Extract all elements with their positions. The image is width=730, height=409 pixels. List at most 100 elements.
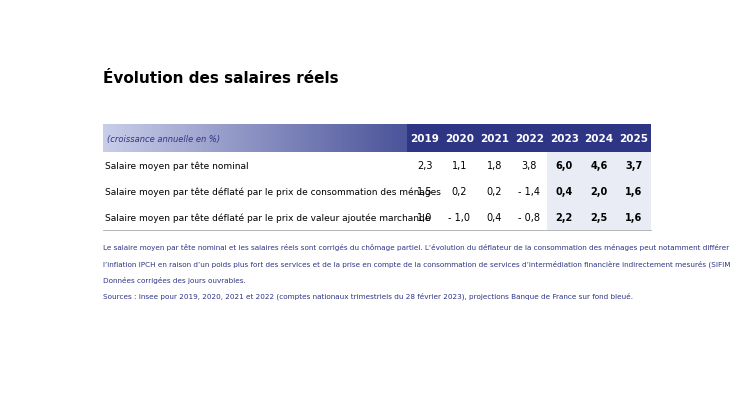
Bar [145,125,148,153]
Bar [404,125,407,153]
Bar [102,204,651,231]
Text: 2025: 2025 [619,134,648,144]
Text: 0,2: 0,2 [452,187,467,197]
Bar [194,125,198,153]
Bar [156,125,160,153]
Bar [129,125,133,153]
Bar [251,125,255,153]
Bar [285,125,289,153]
Bar [323,125,327,153]
Bar [224,125,228,153]
Text: l’inflation IPCH en raison d’un poids plus fort des services et de la prise en c: l’inflation IPCH en raison d’un poids pl… [102,259,730,267]
Bar [160,125,164,153]
Text: Le salaire moyen par tête nominal et les salaires réels sont corrigés du chômage: Le salaire moyen par tête nominal et les… [102,243,730,250]
Text: 2019: 2019 [410,134,439,144]
Text: 2022: 2022 [515,134,544,144]
Text: 4,6: 4,6 [591,161,607,171]
Text: 2,5: 2,5 [591,213,607,222]
Bar [293,125,296,153]
Bar [171,125,175,153]
Bar [220,125,224,153]
Bar [201,125,205,153]
Bar [198,125,201,153]
Bar [102,125,107,153]
Text: 2023: 2023 [550,134,579,144]
Bar [102,153,651,179]
Bar [331,125,335,153]
Bar [239,125,243,153]
Text: Sources : Insee pour 2019, 2020, 2021 et 2022 (comptes nationaux trimestriels du: Sources : Insee pour 2019, 2020, 2021 et… [102,292,633,300]
Text: 2,2: 2,2 [556,213,573,222]
Bar [148,125,152,153]
Text: 3,8: 3,8 [521,161,537,171]
Bar [296,125,301,153]
Bar [354,125,358,153]
Bar [182,125,186,153]
Bar [289,125,293,153]
Bar [407,125,651,153]
Bar [247,125,251,153]
Bar [122,125,126,153]
Bar [312,125,316,153]
Bar [152,125,156,153]
Bar [388,125,392,153]
Bar [213,125,217,153]
Bar [392,125,396,153]
Bar [361,125,365,153]
Bar [308,125,312,153]
Text: 1,6: 1,6 [626,187,642,197]
Bar [399,125,404,153]
Bar [243,125,247,153]
Bar [373,125,377,153]
Text: 0,4: 0,4 [556,187,573,197]
Bar [205,125,210,153]
Text: 0,2: 0,2 [487,187,502,197]
Bar [190,125,194,153]
Text: 2,0: 2,0 [591,187,607,197]
Bar [377,125,380,153]
Bar [335,125,339,153]
Bar [107,125,110,153]
Text: - 0,8: - 0,8 [518,213,540,222]
Bar [342,125,346,153]
Text: 6,0: 6,0 [556,161,573,171]
Text: Salaire moyen par tête nominal: Salaire moyen par tête nominal [105,161,249,171]
Bar [320,125,323,153]
Bar [118,125,122,153]
Bar [301,125,304,153]
Bar [277,125,282,153]
Bar [304,125,308,153]
Bar [339,125,342,153]
Text: 2021: 2021 [480,134,509,144]
Bar [547,153,651,179]
Text: 2020: 2020 [445,134,474,144]
Bar [369,125,373,153]
Bar [258,125,263,153]
Text: - 1,0: - 1,0 [448,213,470,222]
Bar [316,125,320,153]
Text: 3,7: 3,7 [626,161,642,171]
Bar [346,125,350,153]
Bar [282,125,285,153]
Bar [232,125,236,153]
Bar [102,179,651,204]
Bar [327,125,331,153]
Bar [270,125,274,153]
Text: Salaire moyen par tête déflaté par le prix de consommation des ménages: Salaire moyen par tête déflaté par le pr… [105,187,441,196]
Bar [350,125,354,153]
Bar [210,125,213,153]
Bar [358,125,361,153]
Bar [263,125,266,153]
Bar [126,125,129,153]
Text: 0,4: 0,4 [487,213,502,222]
Text: (croissance annuelle en %): (croissance annuelle en %) [107,134,220,143]
Bar [186,125,190,153]
Bar [228,125,232,153]
Text: Salaire moyen par tête déflaté par le prix de valeur ajoutée marchande: Salaire moyen par tête déflaté par le pr… [105,213,431,222]
Text: 2024: 2024 [585,134,614,144]
Text: 1,1: 1,1 [452,161,467,171]
Text: 1,8: 1,8 [487,161,502,171]
Bar [175,125,179,153]
Text: Évolution des salaires réels: Évolution des salaires réels [102,71,338,86]
Bar [133,125,137,153]
